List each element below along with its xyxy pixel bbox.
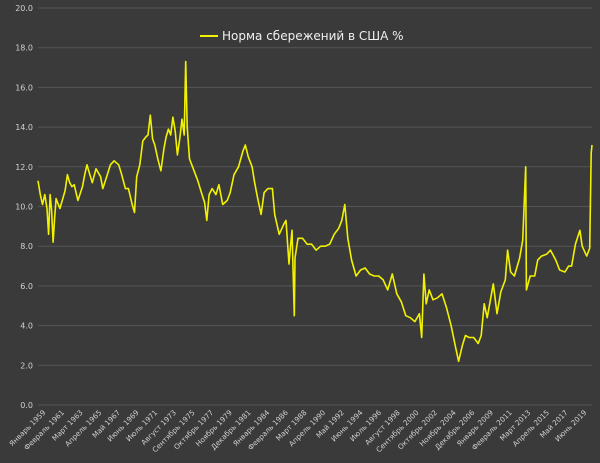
y-tick-label: 16.0 [15,83,33,92]
legend: Норма сбережений в США % [200,29,404,43]
y-tick-label: 8.0 [20,242,33,251]
y-tick-label: 0.0 [20,401,33,410]
y-gridlines [38,7,592,406]
y-tick-label: 14.0 [15,123,33,132]
y-tick-label: 20.0 [15,4,33,13]
y-tick-label: 10.0 [15,203,33,212]
y-tick-label: 4.0 [20,322,33,331]
y-tick-label: 18.0 [15,44,33,53]
series-line [37,60,593,363]
plot-area [37,60,593,363]
y-tick-label: 2.0 [20,361,33,370]
legend-label: Норма сбережений в США % [222,29,404,43]
y-axis-ticks: 0.0 2.0 4.0 6.0 8.0 10.0 12.0 14.0 16.0 18.0 20.0 [15,4,33,410]
y-tick-label: 12.0 [15,163,33,172]
y-tick-label: 6.0 [20,282,33,291]
